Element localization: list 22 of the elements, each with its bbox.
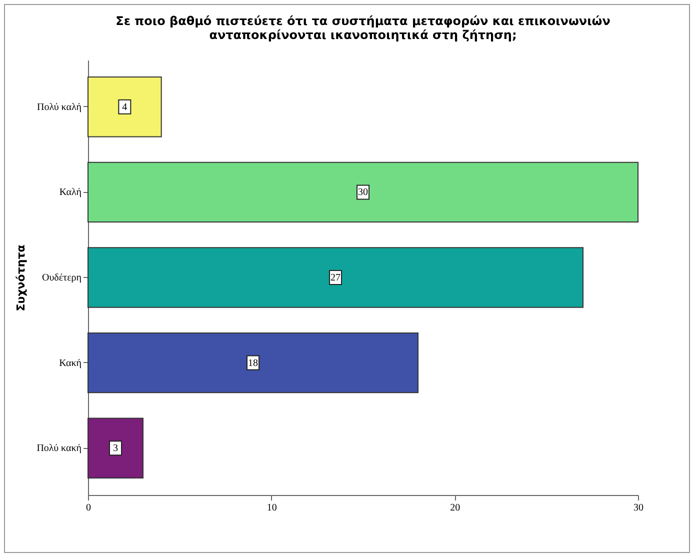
- bar: [88, 76, 162, 138]
- x-tick-label: 0: [86, 502, 91, 514]
- y-tick-label: Πολύ κακή: [36, 443, 82, 454]
- data-label: 30: [358, 187, 368, 198]
- data-label: 27: [330, 272, 340, 284]
- bar: [88, 247, 584, 308]
- y-axis-title: Συχνότητα: [14, 244, 28, 312]
- data-label: 18: [248, 358, 258, 369]
- y-tick-label: Καλή: [59, 187, 82, 198]
- x-tick-label: 10: [266, 502, 277, 514]
- data-label: 4: [122, 102, 128, 113]
- text: ανταποκρίνονται ικανοποιητικά στη ζήτηση;: [209, 28, 517, 42]
- bar: [88, 418, 144, 478]
- x-tick-label: 30: [634, 502, 644, 514]
- y-tick-label: Κακή: [59, 358, 82, 369]
- data-label: 3: [113, 443, 118, 454]
- y-tick-label: Ουδέτερη: [42, 272, 82, 284]
- y-tick-label: Πολύ καλή: [36, 102, 82, 113]
- bar: [88, 162, 638, 223]
- text: Σε ποιο βαθμό πιστεύετε ότι τα συστήματα μεταφορών και επικοινωνιών: [116, 14, 610, 28]
- bar: [88, 332, 418, 394]
- x-tick-label: 20: [450, 502, 460, 514]
